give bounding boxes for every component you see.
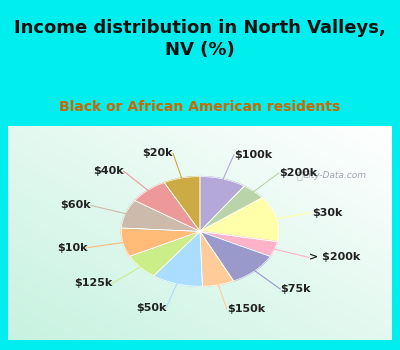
Text: $20k: $20k: [143, 148, 173, 159]
Polygon shape: [135, 183, 200, 231]
Text: City-Data.com: City-Data.com: [302, 171, 366, 180]
Polygon shape: [130, 231, 200, 276]
Text: $150k: $150k: [227, 304, 265, 314]
Polygon shape: [154, 231, 202, 286]
Text: $125k: $125k: [74, 279, 112, 288]
Text: $100k: $100k: [234, 150, 272, 160]
Text: $60k: $60k: [60, 201, 91, 210]
Polygon shape: [200, 177, 244, 231]
Text: $30k: $30k: [312, 208, 342, 218]
Polygon shape: [200, 198, 279, 242]
Polygon shape: [200, 186, 262, 231]
Text: Income distribution in North Valleys,
NV (%): Income distribution in North Valleys, NV…: [14, 19, 386, 60]
Polygon shape: [200, 231, 234, 286]
Text: $10k: $10k: [57, 243, 87, 253]
Polygon shape: [122, 201, 200, 231]
Text: $50k: $50k: [136, 303, 166, 313]
Text: $200k: $200k: [279, 168, 317, 178]
Polygon shape: [121, 228, 200, 256]
Polygon shape: [164, 177, 200, 231]
Text: ⓘ: ⓘ: [297, 170, 303, 180]
Polygon shape: [200, 231, 270, 281]
Text: $75k: $75k: [280, 284, 311, 294]
Polygon shape: [200, 231, 277, 256]
Text: $40k: $40k: [93, 166, 124, 176]
Text: > $200k: > $200k: [309, 252, 360, 262]
Text: Black or African American residents: Black or African American residents: [60, 100, 340, 114]
